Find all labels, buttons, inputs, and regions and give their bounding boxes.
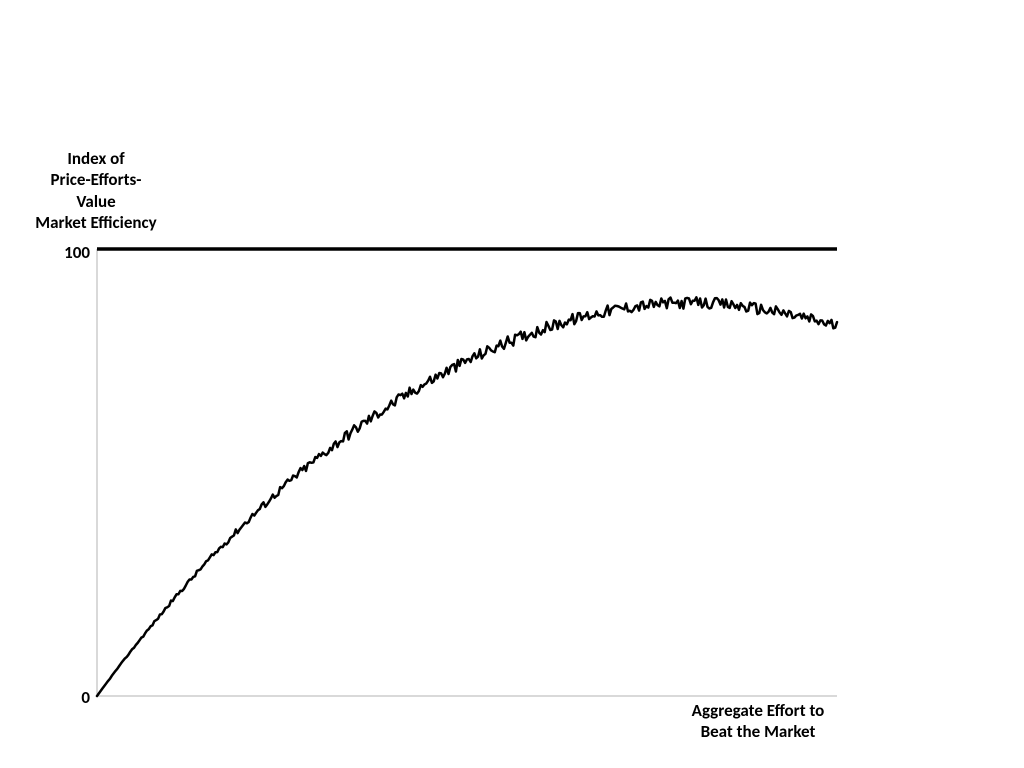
efficiency-curve xyxy=(97,297,837,696)
efficiency-curve-chart xyxy=(0,0,1024,768)
